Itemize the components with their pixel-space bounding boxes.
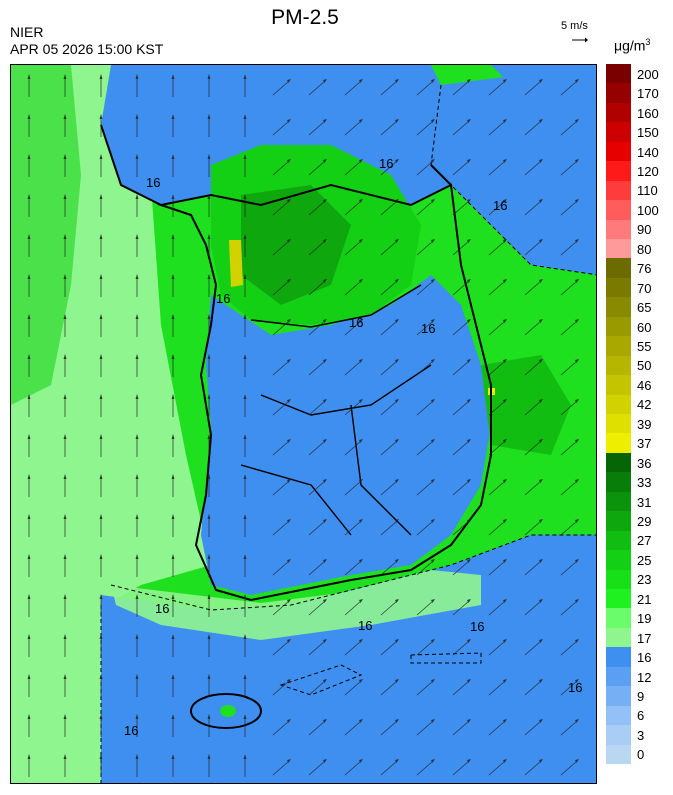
wind-vectors-east <box>271 65 596 783</box>
legend-swatch <box>606 180 631 201</box>
legend-swatch <box>606 569 631 590</box>
wind-vectors-west <box>11 65 271 783</box>
legend-swatch <box>606 336 631 357</box>
legend-label: 76 <box>637 261 652 277</box>
legend-label: 120 <box>637 163 659 179</box>
legend-label: 9 <box>637 688 645 704</box>
legend-swatch <box>606 102 631 123</box>
legend-label: 200 <box>637 66 659 82</box>
contour-label: 16 <box>421 321 435 336</box>
map-canvas: 16 16 16 16 16 16 16 16 16 16 16 <box>11 65 596 783</box>
legend-swatch <box>606 355 631 376</box>
contour-label: 16 <box>470 619 484 634</box>
legend-swatch <box>606 725 631 746</box>
legend-label: 23 <box>637 572 652 588</box>
map-title: PM-2.5 <box>271 6 339 29</box>
legend-label: 36 <box>637 455 652 471</box>
agency-label: NIER <box>10 24 44 40</box>
legend-swatch <box>606 589 631 609</box>
legend-label: 100 <box>637 202 659 218</box>
legend-swatch <box>606 472 631 493</box>
contour-label: 16 <box>568 680 582 695</box>
contour-label: 16 <box>493 198 507 213</box>
legend-swatch <box>606 297 631 318</box>
legend-swatch <box>606 511 631 532</box>
unit-label: μg/m3 <box>614 37 651 54</box>
wind-vector-scale-arrow <box>572 37 588 43</box>
legend-swatch <box>606 375 631 396</box>
legend-swatch <box>606 122 631 143</box>
legend-label: 19 <box>637 611 652 627</box>
legend-swatch <box>606 239 631 259</box>
legend-label: 42 <box>637 397 652 413</box>
legend-swatch <box>606 161 631 182</box>
legend-label: 55 <box>637 338 652 354</box>
legend-label: 110 <box>637 183 658 199</box>
forecast-datetime: APR 05 2026 15:00 KST <box>10 41 164 57</box>
legend-swatch <box>606 394 631 415</box>
legend-swatch <box>606 277 631 298</box>
legend-label: 0 <box>637 747 645 763</box>
wind-vector-scale-label: 5 m/s <box>561 20 588 32</box>
legend-swatch <box>606 258 631 279</box>
legend-label: 6 <box>637 708 645 724</box>
legend-label: 17 <box>637 630 652 646</box>
contour-label: 16 <box>358 618 372 633</box>
contour-label: 16 <box>379 156 393 171</box>
legend-swatch <box>606 550 631 571</box>
legend-label: 50 <box>637 358 652 374</box>
legend-label: 3 <box>637 727 645 743</box>
legend-label: 27 <box>637 533 652 549</box>
legend-swatch <box>606 141 631 162</box>
legend-label: 25 <box>637 552 652 568</box>
legend-label: 160 <box>637 105 659 121</box>
legend-swatch <box>606 316 631 337</box>
legend-label: 33 <box>637 475 652 491</box>
legend-label: 140 <box>637 144 659 160</box>
legend-swatch <box>606 64 631 84</box>
legend-swatch <box>606 705 631 726</box>
legend-label: 170 <box>637 86 659 102</box>
legend-swatch <box>606 647 631 668</box>
legend-label: 65 <box>637 300 652 316</box>
legend-swatch <box>606 666 631 687</box>
legend-swatch <box>606 686 631 707</box>
legend-label: 80 <box>637 241 652 257</box>
legend-label: 21 <box>637 591 652 607</box>
legend-swatch <box>606 530 631 551</box>
legend-swatch <box>606 452 631 473</box>
legend-label: 46 <box>637 377 652 393</box>
legend-label: 29 <box>637 513 652 529</box>
contour-label: 16 <box>349 315 363 330</box>
legend-label: 60 <box>637 319 652 335</box>
contour-label: 16 <box>146 175 160 190</box>
legend-label: 90 <box>637 222 652 238</box>
legend-label: 16 <box>637 650 652 666</box>
legend-label: 31 <box>637 494 652 510</box>
legend-swatch <box>606 491 631 512</box>
legend-label: 37 <box>637 436 652 452</box>
contour-label: 16 <box>124 723 138 738</box>
legend-label: 150 <box>637 125 659 141</box>
legend-swatch <box>606 83 631 104</box>
contour-label: 16 <box>216 291 230 306</box>
legend-colorbar <box>606 64 631 765</box>
legend-swatch <box>606 200 631 221</box>
pm25-concentration-map: 16 16 16 16 16 16 16 16 16 16 16 <box>10 64 597 784</box>
legend-swatch <box>606 608 631 629</box>
legend-label: 39 <box>637 416 652 432</box>
legend-label: 12 <box>637 669 652 685</box>
legend-label: 70 <box>637 280 652 296</box>
legend-swatch <box>606 414 631 434</box>
contour-label: 16 <box>155 601 169 616</box>
legend-swatch <box>606 219 631 240</box>
legend-swatch <box>606 433 631 454</box>
legend-swatch <box>606 744 631 765</box>
legend-swatch <box>606 627 631 648</box>
